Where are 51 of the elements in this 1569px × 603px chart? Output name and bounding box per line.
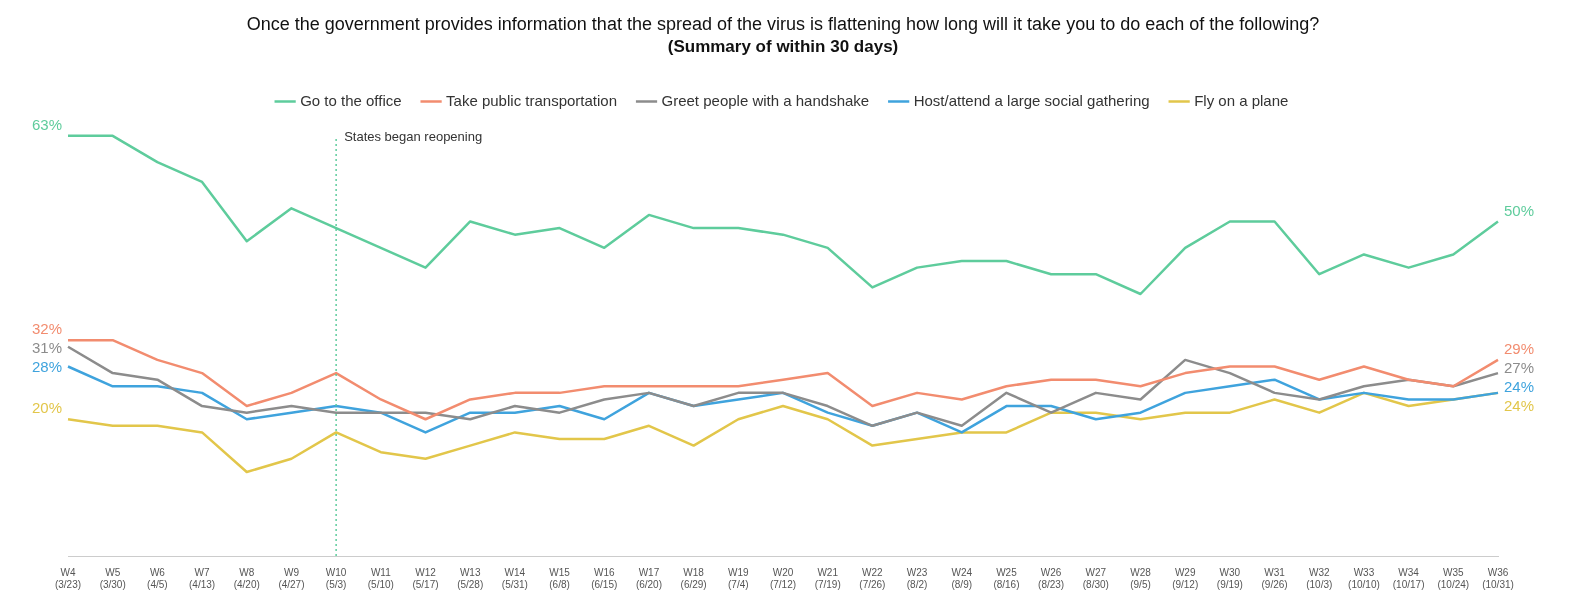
- legend-label: Host/attend a large social gathering: [913, 91, 1150, 109]
- x-tick-label: W12 (5/17): [412, 566, 439, 590]
- x-tick-label: W33 (10/10): [1348, 566, 1380, 590]
- data-label: 63%: [31, 115, 62, 133]
- ref-line-label: States began reopening: [344, 128, 483, 144]
- chart-title: Once the government provides information that the spread of the virus is flattening how long will it take you to do each of the following?: [246, 13, 1320, 34]
- data-label: 31%: [31, 339, 62, 357]
- x-tick-label: W32 (10/3): [1306, 566, 1333, 590]
- x-tick-label: W29 (9/12): [1172, 566, 1199, 590]
- x-tick-label: W9 (4/27): [278, 566, 305, 590]
- legend-label: Greet people with a handshake: [661, 91, 870, 109]
- x-tick-label: W21 (7/19): [814, 566, 841, 590]
- x-tick-label: W25 (8/16): [993, 566, 1020, 590]
- x-tick-label: W28 (9/5): [1130, 566, 1152, 590]
- data-label: 20%: [31, 399, 62, 417]
- x-tick-label: W7 (4/13): [189, 566, 216, 590]
- legend-label: Fly on a plane: [1194, 91, 1289, 109]
- legend-label: Go to the office: [300, 91, 402, 109]
- x-tick-label: W24 (8/9): [951, 566, 973, 590]
- chart-subtitle: (Summary of within 30 days): [667, 37, 899, 57]
- x-tick-label: W36 (10/31): [1482, 566, 1514, 590]
- x-tick-label: W27 (8/30): [1082, 566, 1109, 590]
- x-tick-label: W23 (8/2): [906, 566, 928, 590]
- x-tick-label: W31 (9/26): [1261, 566, 1288, 590]
- data-label: 24%: [1504, 397, 1535, 415]
- x-tick-label: W13 (5/28): [457, 566, 484, 590]
- x-tick-label: W4 (3/23): [54, 566, 82, 590]
- x-tick-label: W15 (6/8): [549, 566, 571, 590]
- x-tick-label: W34 (10/17): [1392, 566, 1425, 590]
- x-tick-label: W26 (8/23): [1038, 566, 1065, 590]
- x-tick-label: W19 (7/4): [728, 566, 750, 590]
- data-label: 29%: [1504, 340, 1535, 358]
- legend-label: Take public transportation: [446, 91, 618, 109]
- x-tick-label: W6 (4/5): [147, 566, 168, 590]
- x-tick-label: W16 (6/15): [591, 566, 618, 590]
- x-tick-label: W5 (3/30): [99, 566, 126, 590]
- data-label: 50%: [1504, 201, 1535, 219]
- x-tick-label: W22 (7/26): [859, 566, 886, 590]
- x-tick-label: W17 (6/20): [635, 566, 662, 590]
- x-tick-label: W10 (5/3): [325, 566, 347, 590]
- x-tick-label: W11 (5/10): [367, 566, 394, 590]
- x-tick-label: W14 (5/31): [501, 566, 528, 590]
- data-label: 27%: [1504, 359, 1535, 377]
- x-tick-label: W18 (6/29): [680, 566, 707, 590]
- data-label: 24%: [1504, 378, 1535, 396]
- x-tick-label: W20 (7/12): [769, 566, 797, 590]
- data-label: 32%: [31, 320, 62, 338]
- x-tick-label: W8 (4/20): [233, 566, 260, 590]
- x-tick-label: W35 (10/24): [1437, 566, 1470, 590]
- x-tick-label: W30 (9/19): [1216, 566, 1243, 590]
- data-label: 28%: [31, 358, 62, 376]
